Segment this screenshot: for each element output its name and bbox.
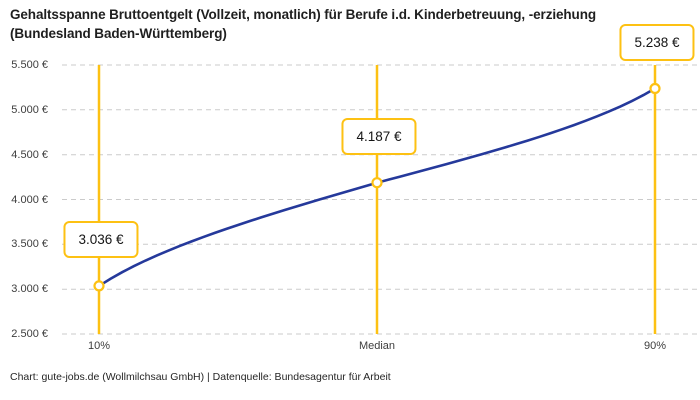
y-axis-tick: 3.500 €: [11, 238, 48, 251]
y-axis-tick: 5.500 €: [11, 59, 48, 71]
x-axis-tick-Median: Median: [358, 340, 396, 352]
data-point-Median: [371, 177, 383, 189]
y-axis-tick: 2.500 €: [11, 328, 48, 340]
value-label-box-Median: 4.187 €: [341, 117, 417, 155]
data-point-10%: [93, 280, 105, 292]
y-axis-tick: 3.000 €: [11, 283, 48, 296]
x-axis-tick-90%: 90%: [643, 340, 667, 352]
value-label-box-10%: 3.036 €: [63, 220, 139, 258]
value-label-box-90%: 5.238 €: [619, 23, 695, 61]
y-axis-tick: 5.000 €: [11, 103, 48, 116]
chart-footer: Chart: gute-jobs.de (Wollmilchsau GmbH) …: [10, 371, 391, 383]
data-point-90%: [649, 82, 661, 95]
x-axis-tick-10%: 10%: [87, 340, 111, 352]
y-axis-tick: 4.500 €: [11, 148, 48, 161]
chart-title: Gehaltsspanne Bruttoentgelt (Vollzeit, m…: [10, 7, 596, 41]
y-axis-tick: 4.000 €: [11, 193, 48, 206]
